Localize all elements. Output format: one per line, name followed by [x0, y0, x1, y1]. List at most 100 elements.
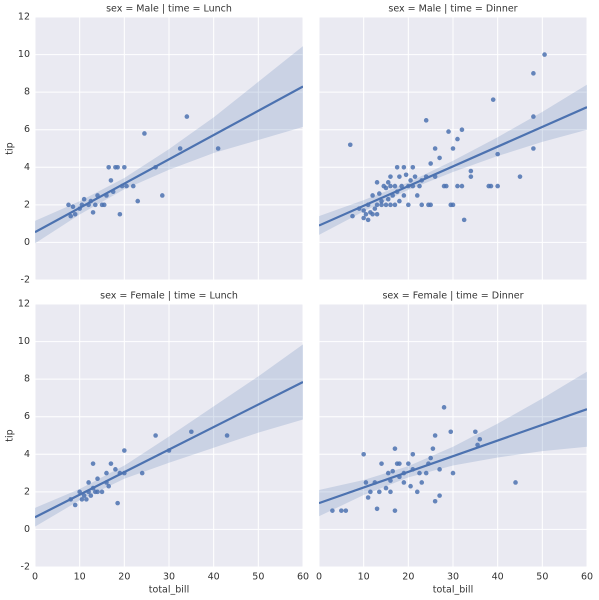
data-point	[392, 446, 398, 451]
data-point	[430, 446, 436, 451]
data-point	[531, 71, 536, 76]
data-point	[377, 191, 382, 196]
data-point	[488, 183, 494, 189]
data-point	[108, 461, 114, 466]
data-point	[468, 168, 474, 174]
data-point	[383, 485, 389, 491]
data-point	[477, 436, 483, 442]
y-tick-label: -2	[21, 562, 30, 573]
data-point	[79, 497, 85, 502]
data-point	[450, 470, 456, 476]
data-point	[379, 202, 384, 208]
data-point	[370, 211, 375, 217]
data-point	[428, 455, 433, 461]
data-point	[361, 208, 366, 213]
data-point	[101, 202, 107, 208]
data-point	[106, 164, 111, 170]
data-point	[139, 470, 145, 476]
plot-area	[319, 52, 587, 235]
y-tick-label: 4	[24, 449, 30, 460]
data-point	[365, 217, 371, 223]
data-point	[88, 493, 94, 498]
data-point	[473, 429, 478, 435]
y-tick-label: 2	[24, 199, 30, 210]
data-point	[397, 461, 402, 466]
facet-panel: sex = Male | time = Dinner	[318, 4, 588, 281]
data-point	[68, 213, 74, 219]
data-point	[374, 180, 380, 185]
data-point	[423, 470, 429, 476]
data-point	[368, 489, 373, 495]
data-point	[224, 433, 230, 438]
data-point	[388, 174, 393, 179]
data-point	[531, 114, 536, 119]
data-point	[394, 164, 400, 170]
regression-line	[319, 408, 587, 505]
data-point	[490, 97, 496, 102]
x-axis-label: total_bill	[149, 585, 189, 596]
data-point	[385, 196, 391, 202]
data-point	[361, 215, 366, 221]
data-point	[66, 202, 71, 208]
data-point	[385, 470, 391, 476]
data-point	[414, 489, 420, 495]
data-point	[388, 489, 393, 495]
data-point	[401, 480, 407, 485]
data-point	[392, 202, 398, 208]
data-point	[99, 489, 105, 495]
data-point	[388, 202, 393, 208]
data-point	[399, 183, 404, 189]
panel-title: sex = Female | time = Dinner	[382, 291, 523, 302]
data-point	[350, 213, 355, 219]
y-tick-label: 8	[24, 374, 30, 385]
data-point	[84, 497, 89, 502]
data-point	[374, 506, 380, 512]
data-point	[401, 193, 407, 198]
data-point	[542, 52, 547, 57]
data-point	[432, 433, 438, 438]
data-point	[428, 202, 433, 208]
data-point	[417, 470, 422, 476]
data-point	[432, 146, 438, 151]
data-point	[397, 174, 402, 179]
data-point	[117, 211, 123, 217]
y-tick-label: 12	[18, 299, 30, 310]
data-point	[379, 461, 384, 466]
data-point	[95, 489, 100, 495]
data-point	[441, 405, 447, 410]
confidence-band	[35, 344, 303, 527]
data-point	[410, 451, 416, 457]
regression-line	[35, 85, 303, 234]
data-point	[365, 495, 371, 500]
data-point	[142, 131, 147, 136]
panel-title: sex = Female | time = Lunch	[100, 291, 238, 302]
y-tick-label: 10	[18, 49, 30, 60]
x-tick-label: 10	[74, 572, 86, 583]
data-point	[72, 502, 78, 508]
data-point	[160, 193, 165, 198]
data-point	[90, 461, 96, 466]
data-point	[408, 483, 413, 489]
data-point	[459, 127, 465, 133]
data-point	[390, 468, 396, 474]
data-point	[115, 500, 120, 506]
x-tick-label: 40	[492, 572, 504, 583]
data-point	[122, 448, 127, 453]
data-point	[517, 174, 523, 179]
data-point	[388, 183, 393, 189]
y-tick-label: 0	[24, 237, 30, 248]
y-tick-label: 4	[24, 162, 30, 173]
panel-title: sex = Male | time = Dinner	[388, 4, 517, 15]
x-tick-label: 60	[581, 572, 593, 583]
y-tick-label: 0	[24, 524, 30, 535]
x-tick-label: 50	[252, 572, 264, 583]
x-tick-label: 60	[297, 572, 309, 583]
data-point	[408, 178, 413, 183]
data-point	[446, 129, 451, 134]
data-point	[70, 204, 76, 210]
data-point	[363, 211, 369, 217]
x-tick-label: 20	[118, 572, 130, 583]
y-tick-label: 6	[24, 124, 30, 135]
x-tick-label: 20	[402, 572, 414, 583]
